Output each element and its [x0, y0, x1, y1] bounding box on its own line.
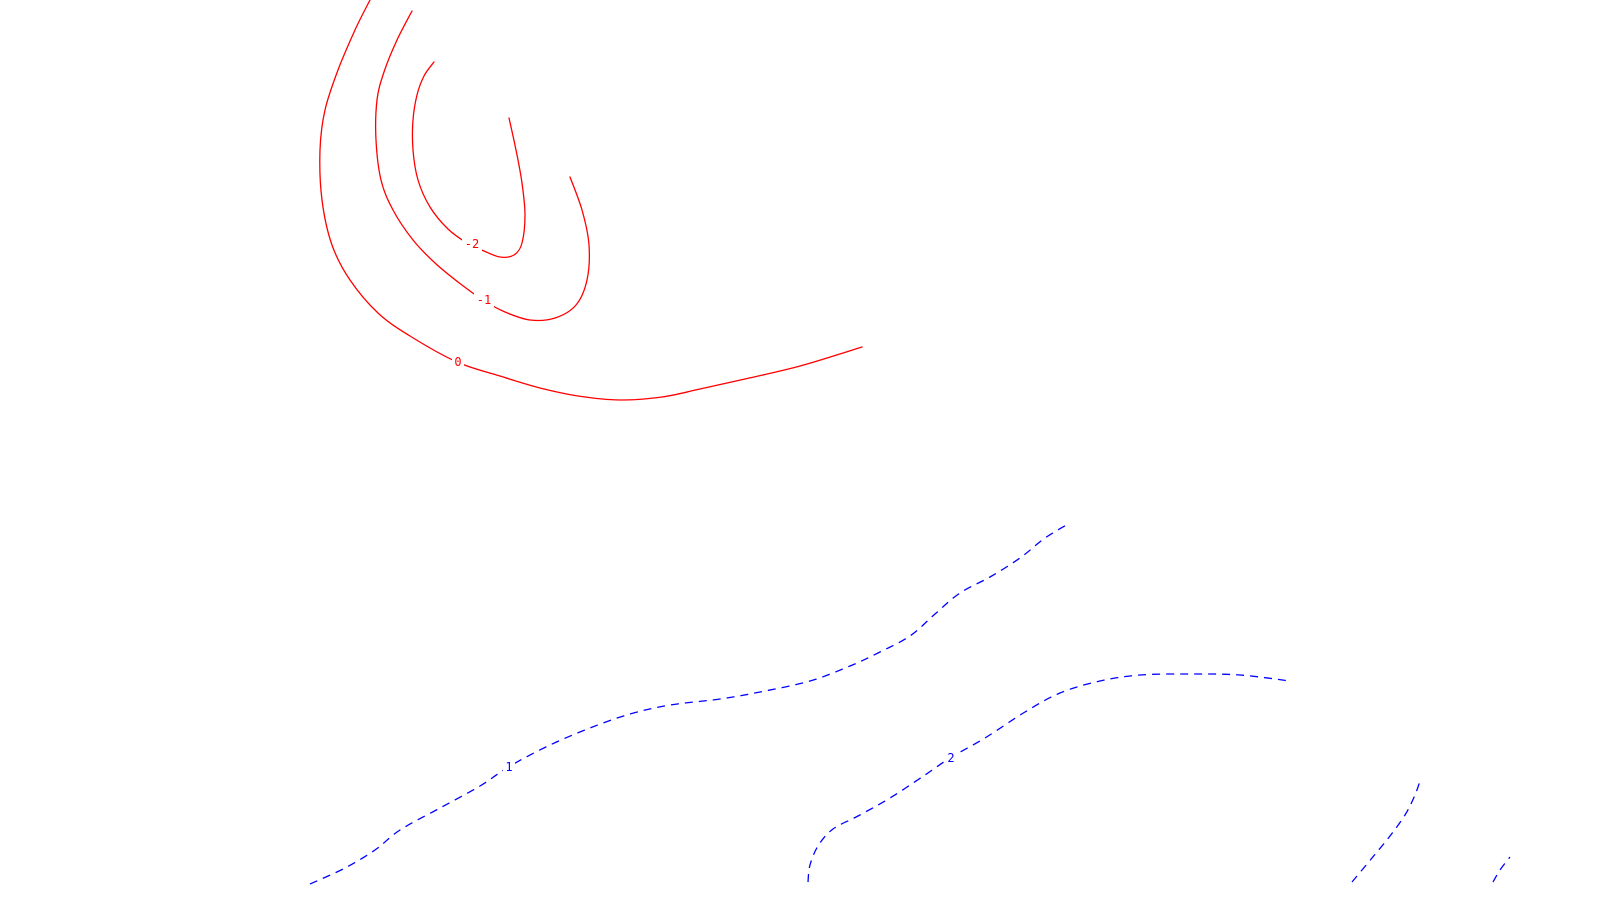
contour-label-1: 1: [505, 760, 512, 774]
contour-label-background: [462, 237, 482, 251]
contour-label-2: 2: [947, 751, 954, 765]
contour-line-unlabeled-6: [1492, 856, 1511, 883]
contour-label-background: [452, 355, 464, 369]
contour-line-level-1: [309, 522, 1071, 885]
contour-label-neg2: -2: [465, 237, 479, 251]
contour-labels: -2 -1 0 1 2: [452, 237, 957, 774]
contour-line-level-0: [319, 0, 863, 401]
contour-label-background: [474, 293, 494, 307]
contour-line-unlabeled-5: [1351, 777, 1422, 883]
contour-label-background: [503, 760, 515, 774]
contour-label-background: [945, 751, 957, 765]
contour-label-neg1: -1: [477, 293, 491, 307]
contour-line-level-neg1: [375, 10, 590, 322]
contour-label-0: 0: [454, 355, 461, 369]
contour-line-level-2: [807, 673, 1291, 883]
contour-lines: [309, 0, 1511, 885]
